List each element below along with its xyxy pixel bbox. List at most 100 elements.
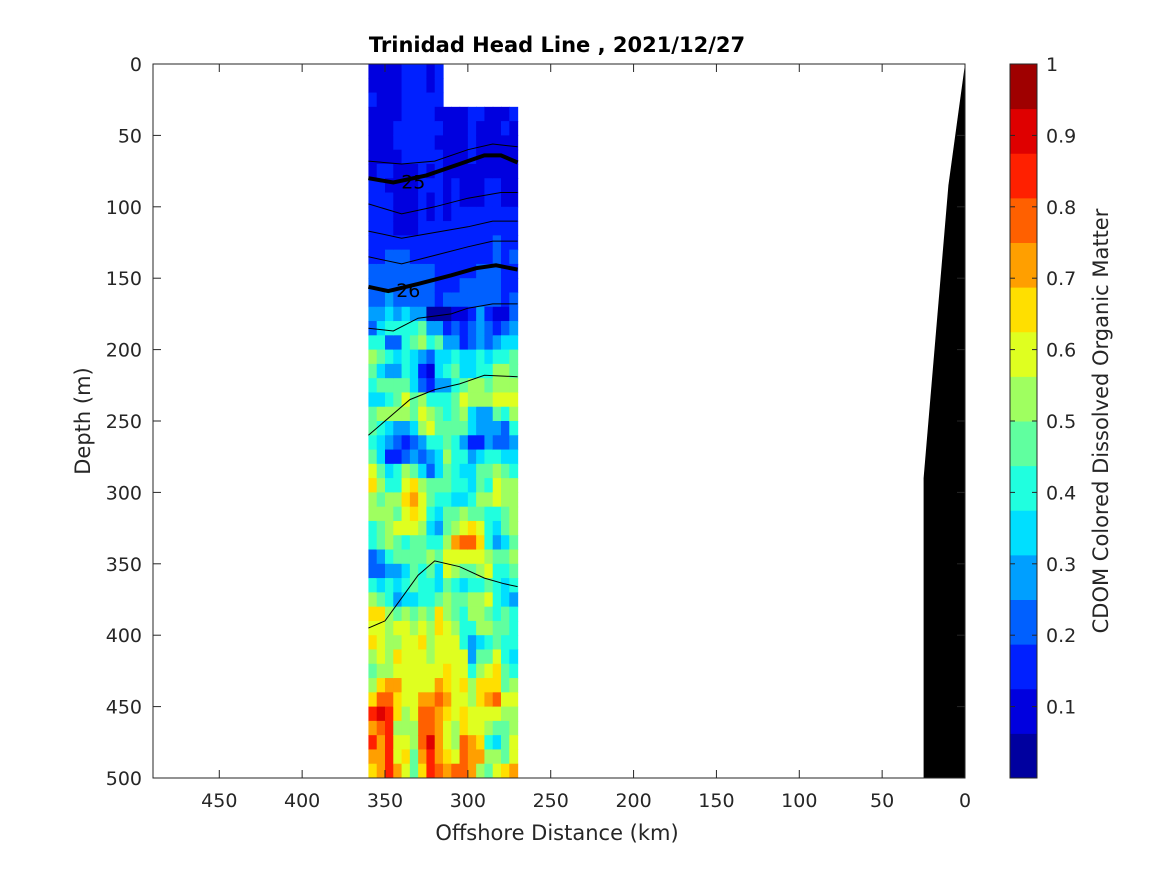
heatmap-cell	[501, 421, 510, 436]
heatmap-cell	[459, 635, 469, 651]
heatmap-cell	[509, 149, 519, 165]
heatmap-cell	[443, 663, 452, 679]
heatmap-cell	[409, 321, 419, 336]
heatmap-cell	[484, 235, 494, 251]
heatmap-cell	[459, 192, 469, 208]
y-tick-label: 0	[130, 54, 142, 76]
heatmap-cell	[368, 578, 378, 593]
heatmap-cell	[501, 549, 510, 565]
heatmap-cell	[443, 506, 452, 522]
heatmap-cell	[467, 392, 477, 408]
heatmap-cell	[467, 235, 477, 251]
heatmap-cell	[401, 735, 411, 751]
heatmap-cell	[467, 535, 477, 551]
heatmap-cell	[459, 421, 469, 436]
heatmap-cell	[409, 163, 419, 179]
heatmap-cell	[376, 421, 386, 436]
heatmap-cell	[426, 506, 436, 522]
heatmap-cell	[509, 478, 519, 493]
colorbar-tick-label: 0.5	[1046, 411, 1076, 433]
heatmap-cell	[426, 492, 436, 508]
heatmap-cell	[501, 535, 510, 551]
heatmap-cell	[401, 306, 411, 322]
heatmap-cell	[385, 135, 394, 151]
heatmap-cell	[409, 620, 419, 636]
heatmap-cell	[393, 192, 403, 208]
heatmap-cell	[501, 449, 510, 465]
heatmap-cell	[443, 421, 452, 436]
heatmap-cell	[484, 478, 494, 493]
heatmap-cell	[393, 106, 403, 122]
heatmap-cell	[501, 221, 510, 236]
heatmap-cell	[385, 292, 394, 308]
heatmap-cell	[451, 749, 461, 765]
heatmap-cell	[409, 749, 419, 765]
heatmap-cell	[434, 649, 444, 665]
heatmap-cell	[443, 535, 452, 551]
heatmap-cell	[492, 535, 502, 551]
heatmap-cell	[385, 478, 394, 493]
heatmap-cell	[418, 506, 428, 522]
heatmap-cell	[426, 635, 436, 651]
heatmap-cell	[467, 706, 477, 722]
heatmap-cell	[451, 163, 461, 179]
heatmap-cell	[434, 549, 444, 565]
heatmap-cell	[476, 749, 486, 765]
heatmap-cell	[509, 463, 519, 479]
heatmap-cell	[492, 292, 502, 308]
heatmap-cell	[418, 406, 428, 422]
heatmap-cell	[501, 578, 510, 593]
heatmap-cell	[434, 64, 444, 79]
heatmap-cell	[459, 335, 469, 351]
colorbar-swatch	[1010, 554, 1037, 600]
heatmap-cell	[401, 663, 411, 679]
heatmap-cell	[484, 463, 494, 479]
heatmap-cell	[467, 520, 477, 536]
heatmap-cell	[409, 763, 419, 778]
heatmap-cell	[376, 406, 386, 422]
heatmap-cell	[501, 363, 510, 379]
heatmap-cell	[426, 663, 436, 679]
heatmap-cell	[401, 363, 411, 379]
heatmap-cell	[401, 549, 411, 565]
heatmap-cell	[467, 606, 477, 622]
heatmap-cell	[484, 706, 494, 722]
heatmap-cell	[484, 692, 494, 708]
heatmap-cell	[418, 463, 428, 479]
heatmap-cell	[385, 249, 394, 265]
heatmap-cell	[368, 763, 378, 778]
heatmap-cell	[401, 292, 411, 308]
heatmap-cell	[376, 349, 386, 365]
heatmap-cell	[401, 378, 411, 394]
heatmap-cell	[501, 106, 510, 122]
x-tick-label: 150	[698, 790, 734, 812]
heatmap-cell	[368, 121, 378, 136]
heatmap-cell	[459, 592, 469, 608]
heatmap-cell	[459, 406, 469, 422]
heatmap-cell	[467, 478, 477, 493]
heatmap-cell	[509, 606, 519, 622]
heatmap-cell	[376, 321, 386, 336]
heatmap-cell	[443, 706, 452, 722]
heatmap-cell	[451, 149, 461, 165]
heatmap-cell	[434, 735, 444, 751]
isopycnal	[368, 303, 518, 332]
heatmap-cell	[467, 206, 477, 222]
heatmap-cell	[492, 392, 502, 408]
heatmap-cell	[459, 606, 469, 622]
heatmap-cell	[509, 221, 519, 236]
heatmap-cell	[409, 478, 419, 493]
heatmap-cell	[476, 206, 486, 222]
colorbar-swatch	[1010, 599, 1037, 645]
heatmap-cell	[476, 663, 486, 679]
heatmap-cell	[426, 392, 436, 408]
heatmap-cell	[492, 720, 502, 736]
heatmap-cell	[509, 449, 519, 465]
x-axis-title: Offshore Distance (km)	[435, 821, 678, 845]
heatmap-cell	[418, 235, 428, 251]
heatmap-cell	[418, 292, 428, 308]
heatmap-cell	[393, 163, 403, 179]
heatmap-cell	[501, 463, 510, 479]
heatmap-cell	[492, 735, 502, 751]
heatmap-cell	[476, 135, 486, 151]
